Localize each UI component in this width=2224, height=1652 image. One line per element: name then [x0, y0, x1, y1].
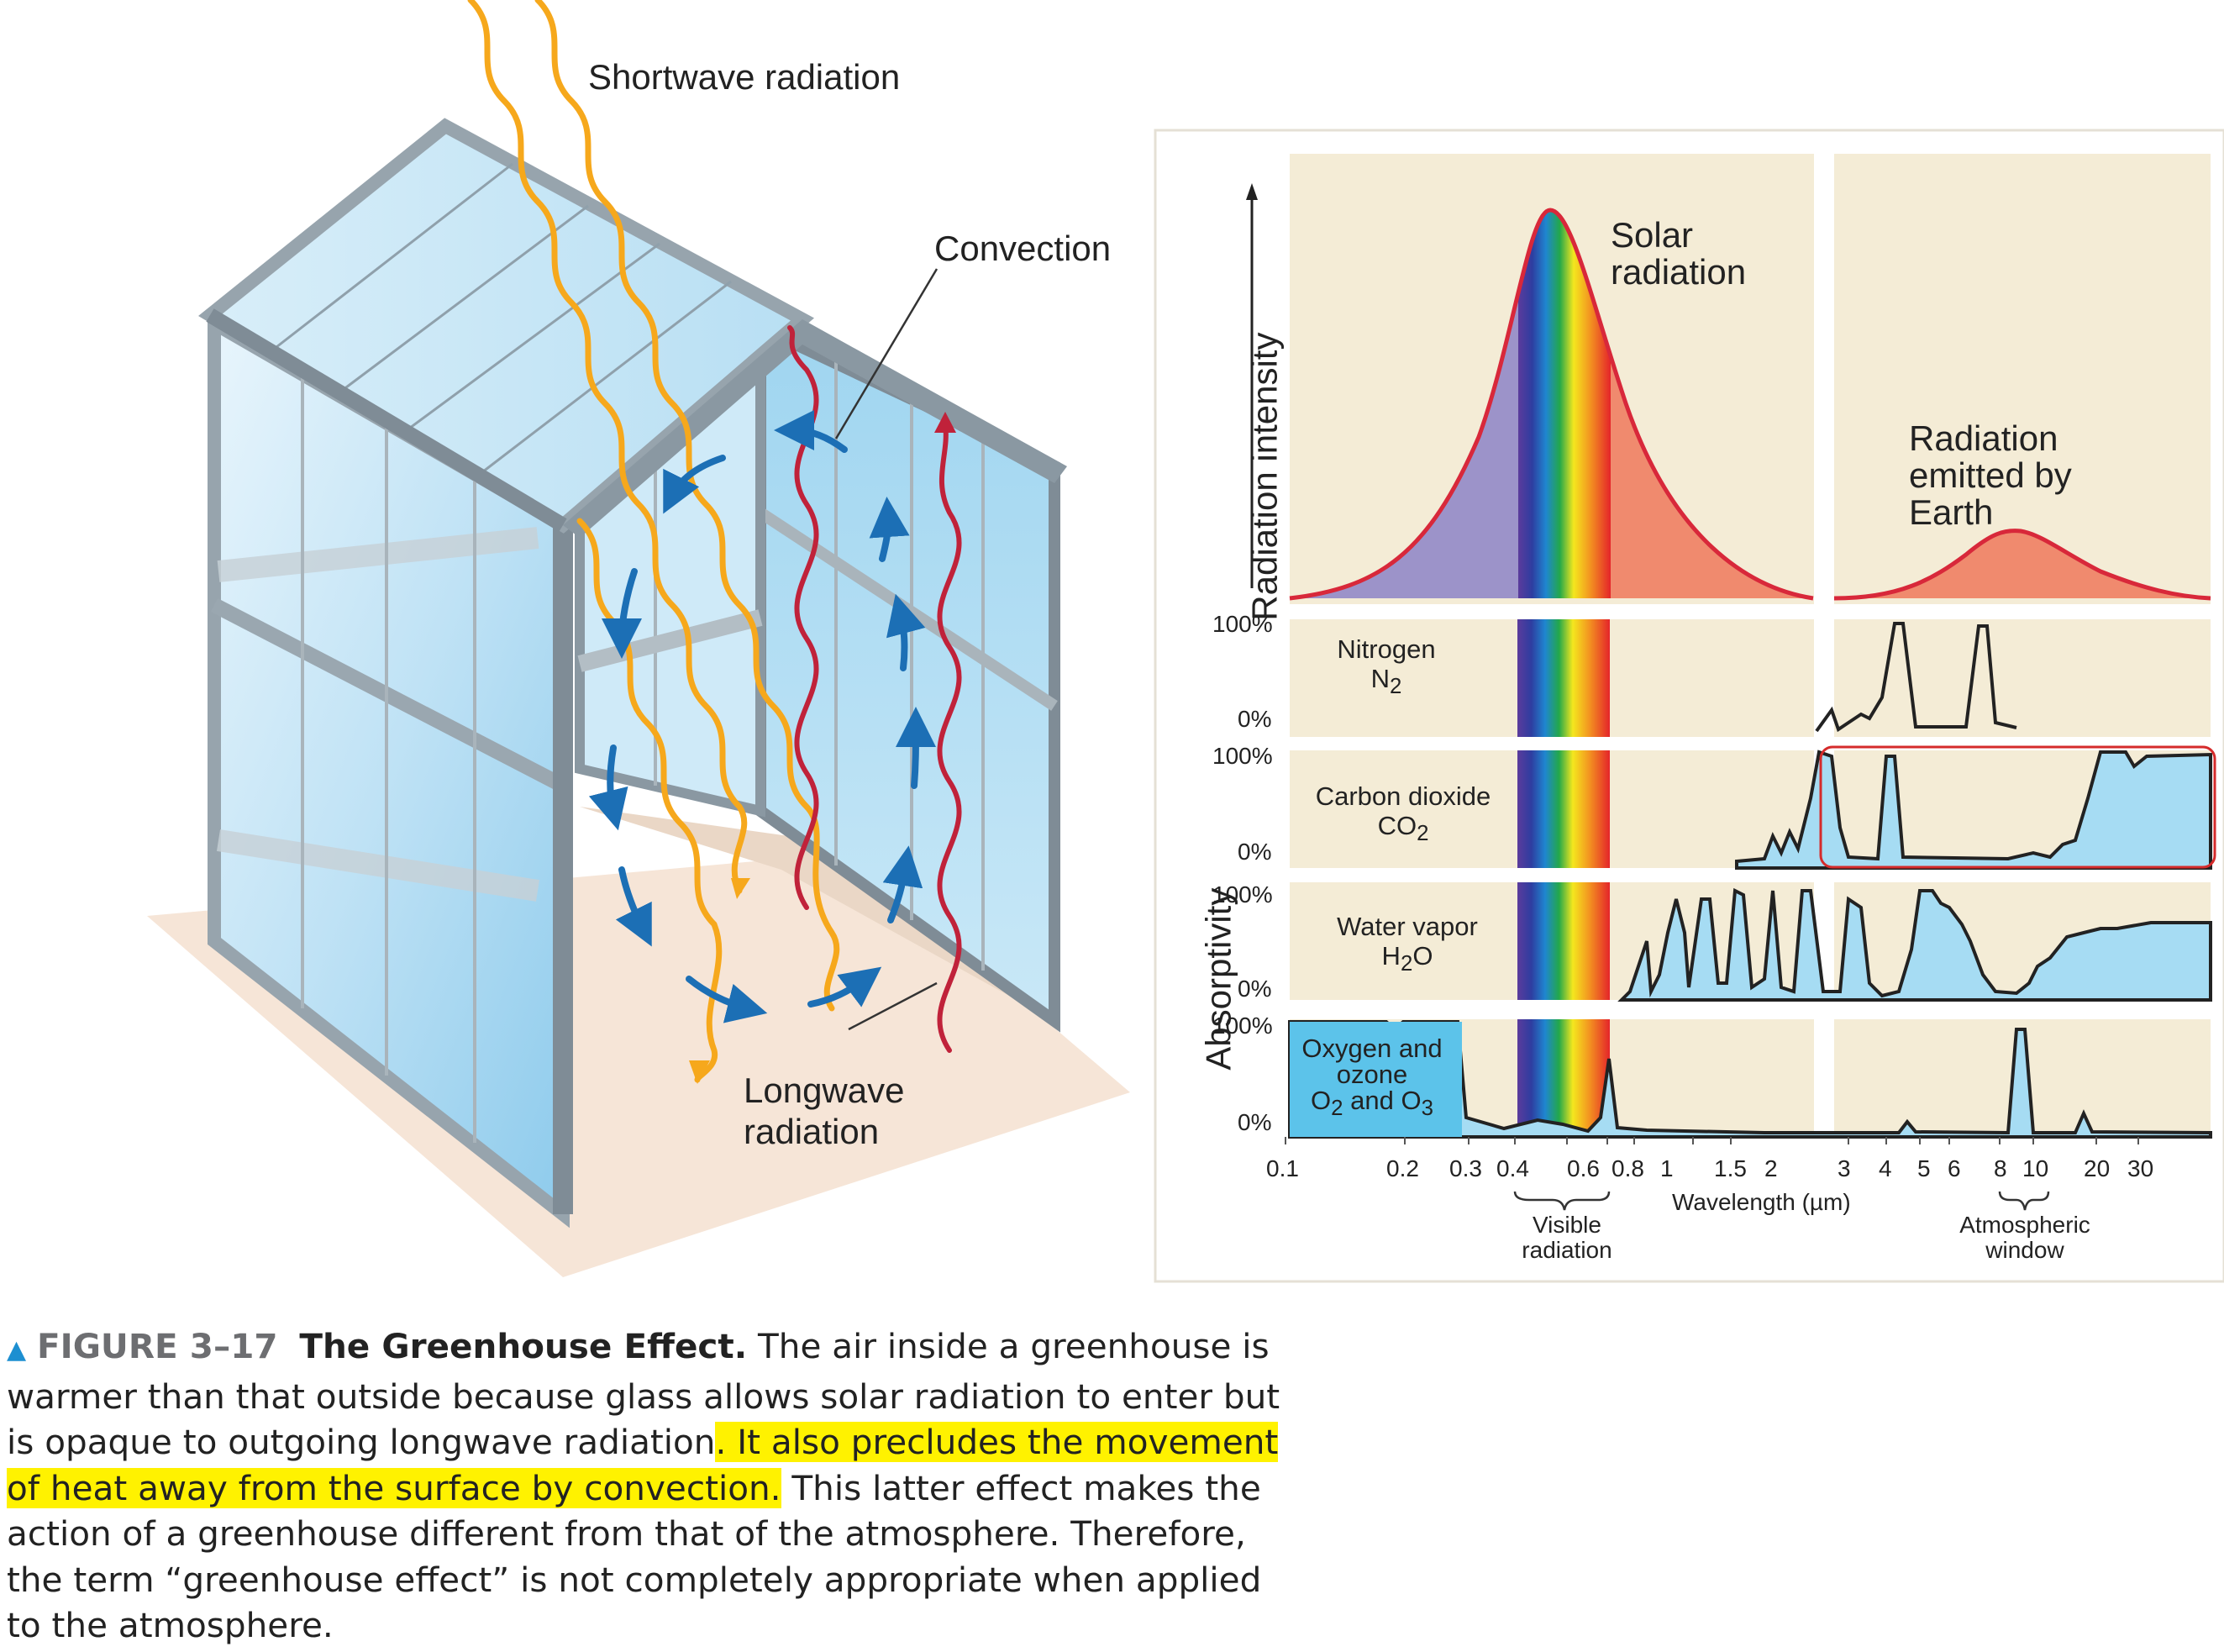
convection-arrows [588, 410, 936, 1023]
figure-title: The Greenhouse Effect. [299, 1326, 748, 1366]
convection-label: Convection [934, 229, 1112, 268]
pct-0-o2o3: 0% [1238, 1109, 1272, 1135]
x-tick: 0.2 [1386, 1155, 1419, 1181]
pct-0-co2: 0% [1238, 839, 1272, 865]
caption-text-1: The air inside a greenhouse is warmer th… [7, 1326, 1280, 1462]
caption-triangle-icon: ▲ [7, 1335, 27, 1365]
x-tick: 8 [1994, 1155, 2007, 1181]
co2-atmospheric-window-highlight [1819, 745, 2216, 869]
x-tick: 0.6 [1567, 1155, 1600, 1181]
solar-radiation-label: Solar radiation [1611, 215, 1747, 292]
visible-band-o2o3 [1517, 1019, 1610, 1137]
caption-text-2: This latter effect makes the action of a… [7, 1467, 1262, 1646]
pct-0-n2: 0% [1238, 706, 1272, 732]
figure-number: FIGURE 3–17 [36, 1326, 278, 1366]
figure-caption: ▲ FIGURE 3–17 The Greenhouse Effect. The… [7, 1323, 1284, 1649]
gas-label-nitrogen: Nitrogen N2 [1337, 634, 1436, 699]
longwave-label: Longwave radiation [744, 1071, 905, 1151]
earth-radiation-label: Radiation emitted by Earth [1909, 418, 2072, 532]
longwave-waves [787, 325, 962, 1053]
x-tick: 2 [1764, 1155, 1778, 1181]
atmospheric-window-label: Atmospheric window [1959, 1212, 2090, 1263]
pct-100-o2o3: 100% [1212, 1013, 1273, 1039]
x-tick: 1 [1660, 1155, 1674, 1181]
figure-graphics [147, 0, 2224, 1283]
x-tick: 0.8 [1611, 1155, 1644, 1181]
x-tick: 5 [1917, 1155, 1931, 1181]
gas-label-oxygen-ozone: Oxygen and ozone O2 and O3 [1301, 1034, 1443, 1121]
x-tick: 4 [1879, 1155, 1892, 1181]
x-tick: 10 [2022, 1155, 2049, 1181]
visible-band-n2 [1517, 619, 1610, 737]
shortwave-waves [467, 0, 840, 1084]
x-axis-label: Wavelength (µm) [1672, 1189, 1851, 1215]
greenhouse-illustration [147, 0, 1130, 1277]
visible-band-co2 [1517, 750, 1610, 868]
x-tick: 20 [2084, 1155, 2111, 1181]
visible-band-h2o [1517, 882, 1610, 1000]
pct-100-n2: 100% [1212, 611, 1273, 637]
x-tick: 30 [2127, 1155, 2154, 1181]
visible-brace [1513, 1191, 1611, 1211]
spectrum-chart [1154, 129, 2224, 1283]
earth-radiation-curve [1833, 529, 2211, 601]
visible-radiation-label: Visible radiation [1522, 1212, 1612, 1263]
x-tick: 3 [1838, 1155, 1851, 1181]
nitrogen-absorption-curve [1815, 622, 2017, 733]
pct-0-h2o: 0% [1238, 976, 1272, 1002]
gas-label-co2: Carbon dioxide CO2 [1315, 781, 1491, 846]
water-vapor-absorption-curve [1617, 887, 2212, 1002]
co2-absorption-curve [1735, 750, 2212, 870]
pct-100-co2: 100% [1212, 743, 1273, 769]
x-tick: 0.4 [1496, 1155, 1529, 1181]
greenhouse-figure: Shortwave radiation Convection Longwave … [147, 0, 2224, 1283]
x-tick: 6 [1948, 1155, 1961, 1181]
shortwave-label: Shortwave radiation [588, 57, 901, 97]
gas-label-water-vapor: Water vapor H2O [1337, 912, 1478, 976]
x-tick: 0.1 [1266, 1155, 1299, 1181]
y-axis-intensity-label: Radiation intensity [1244, 332, 1285, 621]
x-tick: 1.5 [1714, 1155, 1747, 1181]
window-brace [1998, 1191, 2050, 1211]
pct-100-h2o: 100% [1212, 881, 1273, 908]
x-tick: 0.3 [1449, 1155, 1482, 1181]
